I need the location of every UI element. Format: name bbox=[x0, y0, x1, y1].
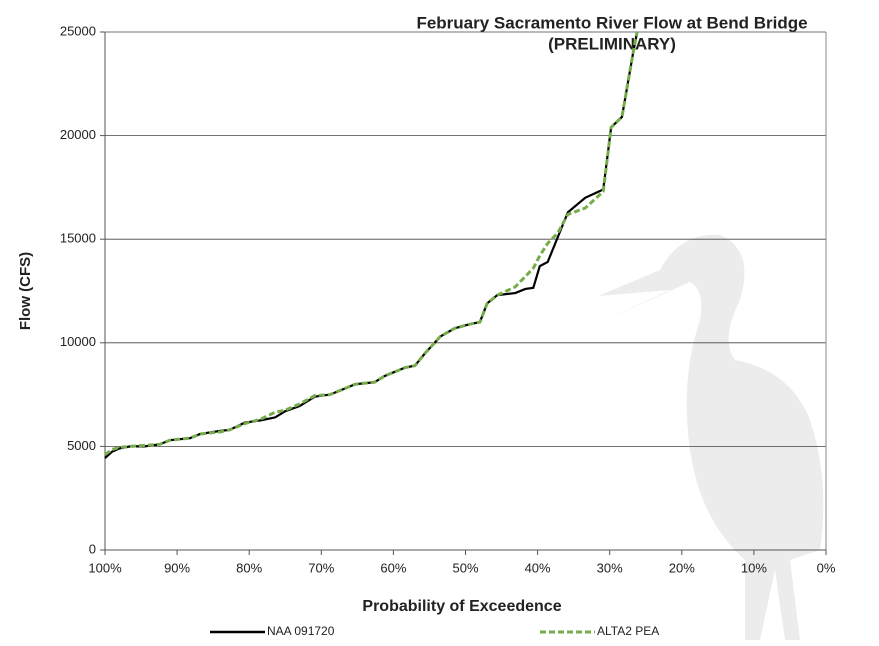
x-axis-label: Probability of Exceedence bbox=[362, 598, 561, 615]
x-tick-label: 60% bbox=[380, 560, 406, 575]
x-tick-label: 30% bbox=[597, 560, 623, 575]
x-tick-label: 10% bbox=[741, 560, 767, 575]
y-axis-label: Flow (CFS) bbox=[17, 252, 34, 330]
title-box bbox=[345, 12, 870, 60]
heron-watermark bbox=[598, 234, 824, 640]
chart-title: February Sacramento River Flow at Bend B… bbox=[416, 13, 807, 32]
x-tick-label: 80% bbox=[236, 560, 262, 575]
x-tick-label: 50% bbox=[452, 560, 478, 575]
series-line bbox=[104, 31, 639, 459]
y-tick-label: 0 bbox=[89, 541, 96, 556]
y-tick-label: 5000 bbox=[67, 438, 96, 453]
x-tick-label: 20% bbox=[669, 560, 695, 575]
y-tick-label: 10000 bbox=[60, 334, 96, 349]
x-tick-label: 70% bbox=[308, 560, 334, 575]
x-tick-label: 40% bbox=[525, 560, 551, 575]
y-tick-label: 20000 bbox=[60, 127, 96, 142]
legend-label: ALTA2 PEA bbox=[597, 624, 659, 638]
x-tick-label: 0% bbox=[817, 560, 836, 575]
series-line bbox=[104, 31, 639, 456]
y-tick-label: 25000 bbox=[60, 23, 96, 38]
chart-title: (PRELIMINARY) bbox=[548, 34, 676, 53]
x-tick-label: 100% bbox=[88, 560, 122, 575]
x-tick-label: 90% bbox=[164, 560, 190, 575]
legend-label: NAA 091720 bbox=[267, 624, 335, 638]
y-tick-label: 15000 bbox=[60, 231, 96, 246]
